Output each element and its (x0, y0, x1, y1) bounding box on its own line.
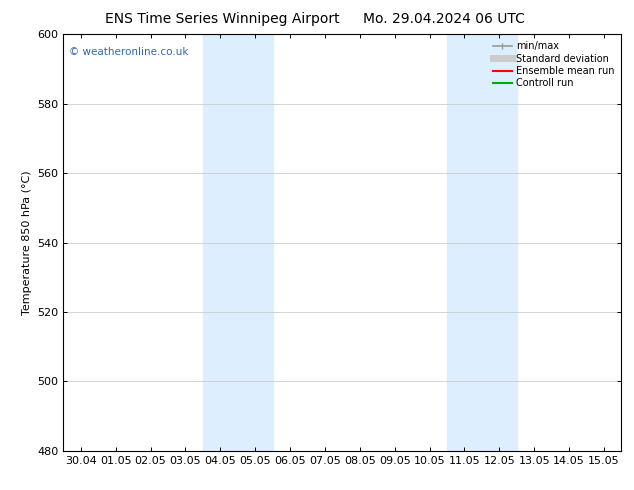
Legend: min/max, Standard deviation, Ensemble mean run, Controll run: min/max, Standard deviation, Ensemble me… (491, 39, 616, 90)
Text: ENS Time Series Winnipeg Airport: ENS Time Series Winnipeg Airport (105, 12, 339, 26)
Bar (203, 34, 273, 451)
Text: © weatheronline.co.uk: © weatheronline.co.uk (69, 47, 188, 57)
Text: Mo. 29.04.2024 06 UTC: Mo. 29.04.2024 06 UTC (363, 12, 525, 26)
Y-axis label: Temperature 850 hPa (°C): Temperature 850 hPa (°C) (22, 170, 32, 315)
Bar (447, 34, 517, 451)
